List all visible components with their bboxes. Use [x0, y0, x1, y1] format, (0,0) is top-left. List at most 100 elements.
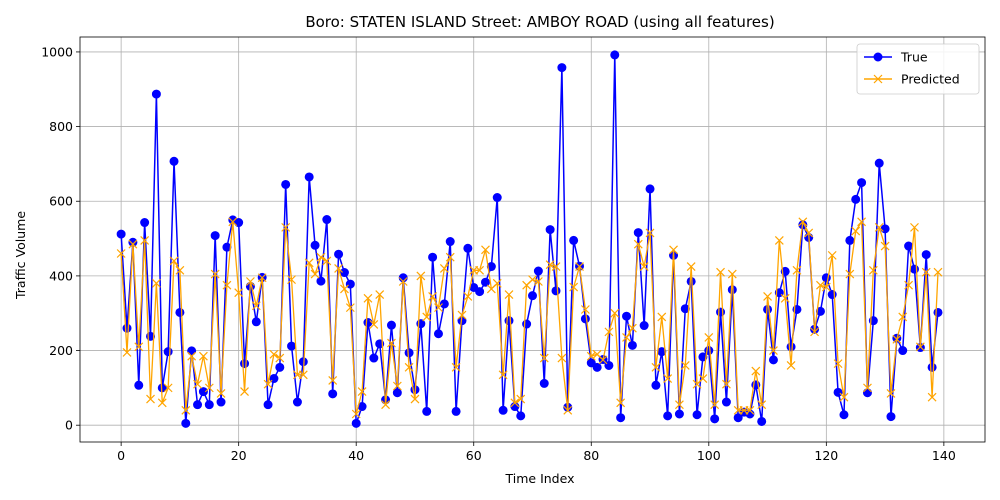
data-point	[198, 351, 208, 361]
data-point	[187, 351, 197, 361]
data-point	[475, 287, 485, 297]
y-tick-label: 600	[49, 194, 73, 209]
data-point	[927, 362, 937, 372]
data-point	[263, 379, 273, 389]
data-point	[175, 265, 185, 275]
data-point	[851, 194, 861, 204]
data-point	[163, 347, 173, 357]
data-point	[792, 265, 802, 275]
data-point	[398, 277, 408, 286]
data-point	[651, 380, 661, 390]
data-point	[498, 405, 508, 415]
data-point	[334, 249, 344, 259]
data-point	[351, 418, 361, 428]
data-point	[769, 346, 778, 355]
data-point	[674, 409, 684, 419]
data-point	[216, 397, 226, 407]
data-point	[328, 375, 338, 385]
data-point	[551, 286, 561, 296]
data-point	[669, 245, 678, 255]
data-point	[575, 262, 584, 271]
data-point	[569, 235, 579, 245]
data-point	[439, 264, 449, 273]
data-point	[692, 410, 702, 420]
data-point	[698, 374, 708, 383]
data-point	[810, 327, 820, 337]
data-point	[627, 340, 637, 350]
data-point	[363, 318, 373, 328]
legend-label: Predicted	[901, 72, 960, 87]
data-point	[210, 269, 220, 279]
x-tick-label: 60	[466, 448, 482, 463]
data-point	[686, 262, 696, 271]
x-tick-label: 80	[583, 448, 599, 463]
data-point	[492, 193, 502, 203]
data-point	[845, 269, 855, 279]
data-point	[845, 235, 855, 245]
data-point	[633, 228, 643, 238]
data-point	[639, 321, 649, 331]
data-point	[545, 260, 555, 270]
data-point	[722, 379, 731, 389]
data-point	[392, 388, 402, 398]
data-point	[169, 256, 179, 266]
data-point	[245, 277, 255, 286]
data-point	[169, 156, 179, 166]
y-axis-label: Traffic Volume	[13, 211, 28, 300]
data-point	[416, 271, 426, 281]
data-point	[363, 293, 373, 303]
series-line	[120, 54, 939, 425]
data-point	[510, 398, 520, 408]
data-point	[140, 218, 150, 228]
data-point	[639, 262, 649, 271]
data-point	[539, 353, 549, 363]
data-point	[857, 217, 867, 227]
data-point	[592, 362, 602, 372]
data-point	[745, 405, 755, 415]
data-point	[433, 329, 443, 339]
data-point	[663, 374, 673, 383]
y-tick-label: 0	[65, 418, 73, 433]
legend-marker	[873, 52, 883, 62]
data-point	[904, 280, 914, 290]
data-point	[533, 266, 543, 276]
data-point	[768, 355, 778, 365]
data-point	[328, 389, 338, 399]
x-tick-label: 140	[932, 448, 956, 463]
data-point	[786, 342, 796, 352]
data-point	[198, 387, 208, 397]
data-point	[181, 418, 191, 428]
data-point	[451, 406, 461, 416]
data-point	[404, 362, 414, 372]
data-point	[886, 389, 896, 398]
data-point	[874, 158, 884, 168]
data-point	[316, 276, 326, 286]
data-point	[710, 414, 720, 424]
data-point	[616, 398, 626, 408]
data-point	[492, 278, 502, 288]
data-point	[821, 282, 831, 292]
data-point	[586, 351, 596, 361]
data-point	[304, 258, 314, 268]
data-point	[269, 349, 279, 359]
data-point	[339, 268, 349, 278]
data-point	[528, 291, 537, 301]
data-point	[222, 280, 232, 290]
data-point	[510, 402, 520, 412]
data-point	[716, 267, 725, 277]
x-tick-label: 120	[814, 448, 838, 463]
data-point	[910, 222, 919, 232]
data-point	[827, 250, 837, 260]
data-point	[204, 383, 214, 393]
data-point	[345, 279, 355, 289]
data-point	[839, 392, 849, 402]
data-point	[134, 342, 144, 352]
data-point	[557, 353, 567, 363]
data-point	[146, 394, 155, 404]
y-tick-label: 200	[49, 343, 73, 358]
data-point	[445, 237, 455, 247]
legend-item: Predicted	[864, 72, 960, 87]
data-point	[757, 400, 767, 410]
